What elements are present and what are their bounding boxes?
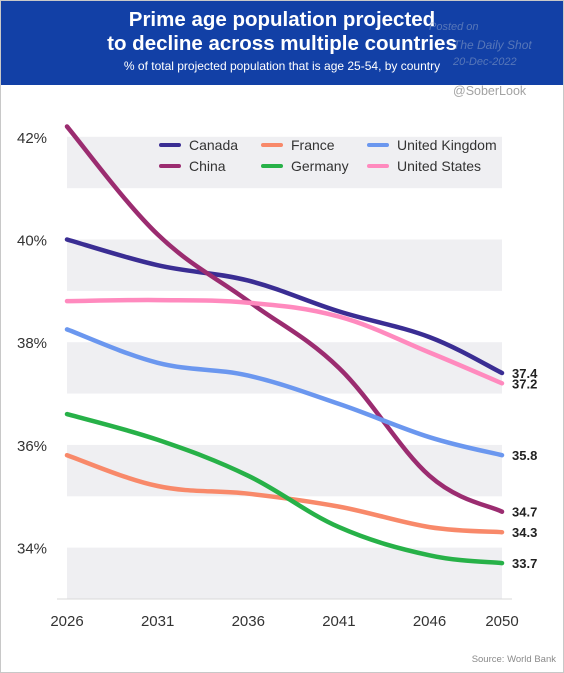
legend-swatch-canada <box>159 143 181 147</box>
y-tick-label: 42% <box>17 130 47 147</box>
source-note: Source: World Bank <box>471 654 556 665</box>
chart-header: Prime age population projected to declin… <box>1 1 563 85</box>
legend-swatch-france <box>261 143 283 147</box>
watermark-posted-on: Posted on <box>429 21 479 33</box>
series-line-germany <box>64 411 505 566</box>
legend-label-china: China <box>189 158 226 174</box>
x-tick-label: 2050 <box>485 613 518 630</box>
chart-title-line-1: Prime age population projected <box>128 8 436 31</box>
chart-legend: Canada France United Kingdom China Germany Un… <box>159 135 519 179</box>
end-label-china: 34.7 <box>512 505 537 520</box>
series-line-united-kingdom <box>64 327 505 458</box>
end-label-united-kingdom: 35.8 <box>512 448 537 463</box>
end-label-canada: 37.4 <box>512 366 538 381</box>
legend-label-france: France <box>291 137 335 153</box>
legend-item-united-kingdom: United Kingdom <box>367 135 497 155</box>
legend-swatch-united-kingdom <box>367 143 389 147</box>
legend-label-united-kingdom: United Kingdom <box>397 137 497 153</box>
chart-subtitle: % of total projected population that is … <box>123 59 441 73</box>
legend-label-germany: Germany <box>291 158 349 174</box>
chart-title-line-2: to decline across multiple countries <box>107 32 457 55</box>
legend-label-united-states: United States <box>397 158 482 174</box>
end-label-germany: 33.7 <box>512 556 537 571</box>
watermark-handle: @SoberLook <box>453 84 527 98</box>
y-tick-label: 34% <box>17 541 47 558</box>
legend-item-germany: Germany <box>261 156 349 176</box>
legend-item-china: China <box>159 156 226 176</box>
end-label-france: 34.3 <box>512 525 537 540</box>
y-tick-label: 38% <box>17 335 47 352</box>
end-label-united-states: 37.2 <box>512 376 537 391</box>
x-tick-label: 2036 <box>232 613 265 630</box>
x-tick-label: 2041 <box>322 613 355 630</box>
legend-swatch-germany <box>261 164 283 168</box>
series-line-china <box>64 124 505 514</box>
series-line-canada <box>64 237 505 376</box>
legend-swatch-united-states <box>367 164 389 168</box>
legend-label-canada: Canada <box>189 137 239 153</box>
x-tick-label: 2046 <box>413 613 446 630</box>
grid-band <box>67 239 502 291</box>
series-line-united-states <box>64 297 505 386</box>
legend-item-france: France <box>261 135 335 155</box>
grid-band <box>67 136 502 189</box>
watermark-date: 20-Dec-2022 <box>453 56 517 68</box>
legend-item-canada: Canada <box>159 135 238 155</box>
legend-swatch-china <box>159 164 181 168</box>
y-tick-label: 36% <box>17 438 47 455</box>
x-tick-label: 2031 <box>141 613 174 630</box>
x-tick-label: 2026 <box>50 613 83 630</box>
watermark-publisher: The Daily Shot <box>453 38 532 52</box>
y-tick-label: 40% <box>17 233 47 250</box>
grid-band <box>67 444 502 497</box>
legend-item-united-states: United States <box>367 156 481 176</box>
chart-title: Prime age population projected to declin… <box>1 8 563 56</box>
